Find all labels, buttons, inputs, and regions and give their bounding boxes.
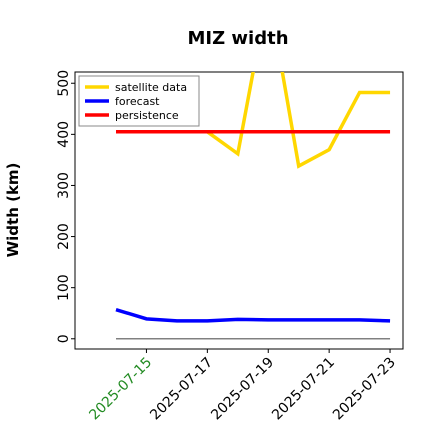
y-tick-label: 500: [56, 70, 72, 97]
legend-label: persistence: [115, 109, 179, 122]
y-tick-label: 400: [56, 121, 72, 148]
y-axis-label: Width (km): [4, 163, 22, 258]
y-tick-label: 300: [56, 172, 72, 199]
y-tick-label: 200: [56, 223, 72, 250]
legend-label: forecast: [115, 95, 160, 108]
series-line: [115, 307, 391, 323]
x-tick-label: 2025-07-23: [330, 355, 399, 424]
y-tick-label: 100: [56, 274, 72, 301]
chart-title: MIZ width: [187, 28, 288, 49]
x-tick-label: 2025-07-15: [86, 355, 155, 424]
plot-lines: [115, 72, 391, 340]
plot-frame: [74, 71, 404, 350]
y-tick-label: 0: [56, 334, 72, 343]
x-tick-label: 2025-07-17: [147, 355, 216, 424]
x-tick-label: 2025-07-19: [208, 355, 277, 424]
legend-label: satellite data: [115, 81, 187, 94]
x-tick-label: 2025-07-21: [269, 355, 338, 424]
